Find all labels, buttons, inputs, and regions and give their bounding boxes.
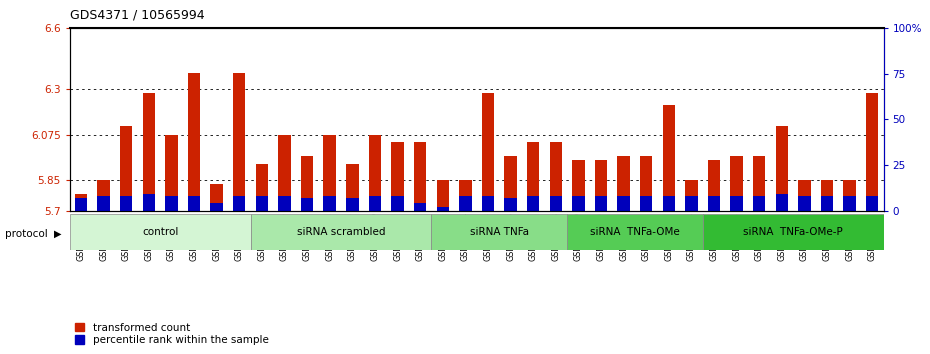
Bar: [324, 196, 336, 211]
Bar: [98, 196, 110, 211]
Bar: [436, 207, 449, 211]
Bar: [210, 184, 223, 211]
Bar: [142, 194, 155, 211]
Bar: [527, 142, 539, 211]
Bar: [98, 180, 110, 211]
Bar: [368, 135, 381, 211]
Bar: [753, 196, 765, 211]
Text: siRNA TNFa: siRNA TNFa: [470, 227, 529, 237]
Bar: [459, 196, 472, 211]
Bar: [527, 196, 539, 211]
Bar: [866, 93, 879, 211]
Bar: [821, 180, 833, 211]
Bar: [685, 180, 698, 211]
Bar: [70, 214, 250, 250]
Bar: [414, 142, 426, 211]
Bar: [567, 214, 703, 250]
Bar: [482, 196, 494, 211]
Bar: [278, 135, 291, 211]
Text: ▶: ▶: [54, 229, 61, 239]
Bar: [368, 196, 381, 211]
Text: siRNA  TNFa-OMe: siRNA TNFa-OMe: [590, 227, 680, 237]
Bar: [233, 73, 246, 211]
Bar: [753, 156, 765, 211]
Bar: [278, 196, 291, 211]
Bar: [798, 196, 811, 211]
Text: GDS4371 / 10565994: GDS4371 / 10565994: [70, 9, 205, 22]
Bar: [120, 126, 132, 211]
Bar: [662, 105, 675, 211]
Bar: [640, 196, 652, 211]
Bar: [459, 180, 472, 211]
Bar: [324, 135, 336, 211]
Text: control: control: [142, 227, 179, 237]
Bar: [594, 196, 607, 211]
Bar: [708, 160, 720, 211]
Bar: [392, 142, 404, 211]
Bar: [662, 196, 675, 211]
Bar: [74, 194, 87, 211]
Bar: [188, 196, 200, 211]
Bar: [166, 135, 178, 211]
Legend: transformed count, percentile rank within the sample: transformed count, percentile rank withi…: [75, 322, 269, 345]
Bar: [550, 196, 562, 211]
Bar: [166, 196, 178, 211]
Bar: [210, 203, 223, 211]
Bar: [776, 126, 788, 211]
Bar: [346, 164, 359, 211]
Bar: [504, 198, 517, 211]
Bar: [120, 196, 132, 211]
Bar: [250, 214, 432, 250]
Bar: [844, 180, 856, 211]
Bar: [685, 196, 698, 211]
Bar: [640, 156, 652, 211]
Bar: [74, 198, 87, 211]
Bar: [572, 160, 585, 211]
Bar: [618, 156, 630, 211]
Text: siRNA scrambled: siRNA scrambled: [297, 227, 385, 237]
Bar: [703, 214, 884, 250]
Bar: [414, 203, 426, 211]
Bar: [188, 73, 200, 211]
Bar: [346, 198, 359, 211]
Bar: [436, 180, 449, 211]
Bar: [233, 196, 246, 211]
Bar: [482, 93, 494, 211]
Bar: [618, 196, 630, 211]
Text: siRNA  TNFa-OMe-P: siRNA TNFa-OMe-P: [743, 227, 843, 237]
Bar: [142, 93, 155, 211]
Bar: [256, 164, 268, 211]
Bar: [504, 156, 517, 211]
Bar: [708, 196, 720, 211]
Bar: [866, 196, 879, 211]
Bar: [392, 196, 404, 211]
Bar: [730, 196, 743, 211]
Bar: [821, 196, 833, 211]
Bar: [594, 160, 607, 211]
Text: protocol: protocol: [5, 229, 47, 239]
Bar: [301, 156, 313, 211]
Bar: [798, 180, 811, 211]
Bar: [776, 194, 788, 211]
Bar: [572, 196, 585, 211]
Bar: [550, 142, 562, 211]
Bar: [730, 156, 743, 211]
Bar: [432, 214, 567, 250]
Bar: [301, 198, 313, 211]
Bar: [256, 196, 268, 211]
Bar: [844, 196, 856, 211]
